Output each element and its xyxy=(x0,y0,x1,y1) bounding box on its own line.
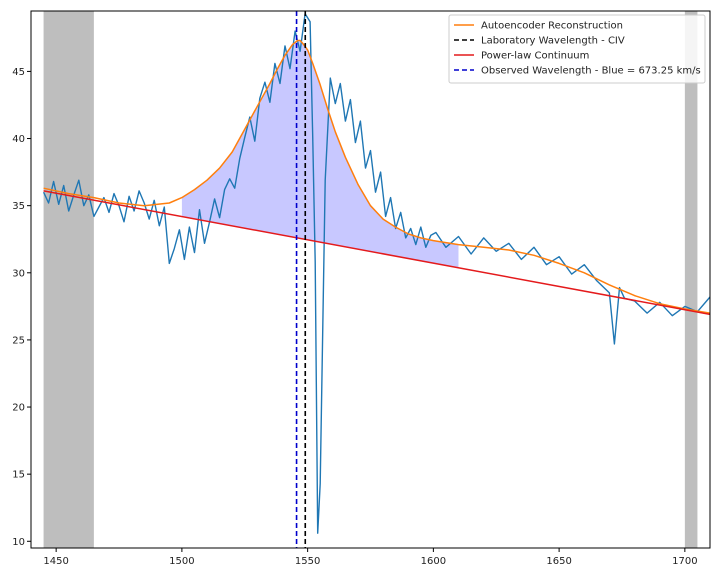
legend-label-1: Autoencoder Reconstruction xyxy=(481,21,623,32)
y-tick-label-45: 45 xyxy=(12,67,25,78)
x-tick-label-1450: 1450 xyxy=(43,556,68,567)
autoencoder-reconstruction-line xyxy=(43,39,710,314)
y-tick-label-35: 35 xyxy=(12,201,25,212)
legend-label-2: Laboratory Wavelength - CIV xyxy=(481,36,625,47)
plot-frame xyxy=(30,10,711,549)
x-tick-label-1600: 1600 xyxy=(421,556,446,567)
power-law-continuum-line xyxy=(43,190,710,316)
x-tick-label-1650: 1650 xyxy=(546,556,571,567)
legend-label-4: Observed Wavelength - Blue = 673.25 km/s xyxy=(481,66,701,77)
y-tick-label-15: 15 xyxy=(12,470,25,481)
y-tick-label-30: 30 xyxy=(12,268,25,279)
emission-fill-area xyxy=(181,40,459,268)
x-tick-label-1550: 1550 xyxy=(295,556,320,567)
shaded-region-1 xyxy=(43,11,94,548)
shaded-region-2 xyxy=(684,11,698,548)
y-tick-label-20: 20 xyxy=(12,403,25,414)
legend-box xyxy=(448,14,706,84)
x-tick-label-1700: 1700 xyxy=(672,556,697,567)
x-tick-label-1500: 1500 xyxy=(169,556,194,567)
y-tick-label-10: 10 xyxy=(12,537,25,548)
y-tick-label-25: 25 xyxy=(12,335,25,346)
y-tick-label-40: 40 xyxy=(12,134,25,145)
observed-flux-line xyxy=(42,12,710,534)
legend-label-3: Power-law Continuum xyxy=(481,51,589,62)
legend: Autoencoder Reconstruction Laboratory Wav… xyxy=(448,14,706,84)
